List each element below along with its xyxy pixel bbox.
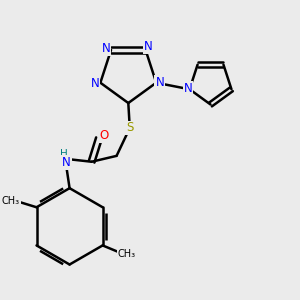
- Text: N: N: [155, 76, 164, 88]
- Text: N: N: [143, 40, 152, 53]
- Text: CH₃: CH₃: [118, 249, 136, 259]
- Text: N: N: [184, 82, 193, 95]
- Text: N: N: [62, 156, 71, 169]
- Text: N: N: [91, 77, 100, 90]
- Text: O: O: [100, 129, 109, 142]
- Text: N: N: [101, 42, 110, 55]
- Text: H: H: [60, 149, 68, 159]
- Text: S: S: [126, 122, 134, 134]
- Text: CH₃: CH₃: [2, 196, 20, 206]
